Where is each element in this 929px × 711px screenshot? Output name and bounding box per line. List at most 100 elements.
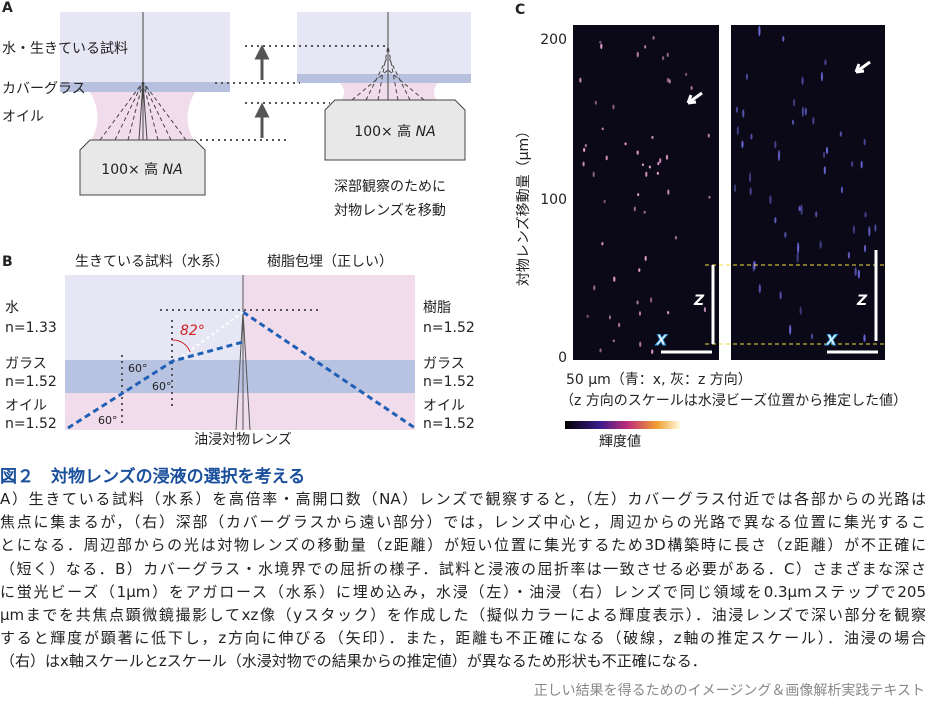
bead (820, 71, 824, 82)
medium-label: オイル (423, 398, 465, 414)
panel-a: A 100× 高 NA 水・生きている試料 カバーグラス オイル 100× 高 … (2, 0, 471, 219)
bead (601, 242, 604, 246)
y-axis-label: 対物レンズ移動量（μm） (516, 124, 532, 286)
medium-label: ガラス (423, 356, 465, 372)
bead (854, 267, 857, 276)
medium-label: n=1.52 (423, 320, 475, 336)
medium-label: n=1.33 (5, 320, 57, 336)
bead (796, 252, 799, 263)
panel-label: B (2, 254, 13, 270)
bead (638, 311, 642, 316)
bead (599, 348, 602, 353)
medium-label: n=1.52 (5, 416, 57, 432)
lens-label: 油浸対物レンズ (194, 432, 292, 448)
bead (703, 307, 707, 313)
bead (674, 236, 678, 240)
bead (811, 333, 814, 340)
bead (583, 147, 586, 152)
bead (793, 98, 796, 107)
bead (636, 51, 639, 58)
header: 生きている試料（水系） (75, 254, 229, 270)
axis-mark: Z (856, 293, 868, 309)
bead (613, 276, 616, 282)
bead (618, 322, 621, 328)
bead (644, 255, 647, 261)
angle-label: 82° (180, 323, 205, 339)
caption-title: 図２ 対物レンズの浸液の選択を考える (0, 467, 306, 487)
bead (668, 79, 671, 84)
bead (863, 244, 867, 253)
bead (798, 205, 801, 212)
colorbar (565, 421, 680, 429)
bead (863, 138, 866, 146)
panel-c: C 200 100 0 対物レンズ移動量（μm） Z X Z X 50 μm（青… (515, 2, 907, 450)
bead (742, 109, 745, 118)
medium-label: 水 (5, 300, 19, 316)
bead (651, 135, 654, 139)
caption-line: 焦点に集まるが，（右）深部（カバーグラスから遠い部分）では，レンズ中心と，周辺か… (0, 513, 926, 532)
bead (791, 119, 795, 125)
lens-label: 100× 高 NA (101, 161, 182, 178)
y-tick-label: 100 (540, 192, 567, 208)
angle-label: 60° (128, 362, 148, 375)
bead (864, 211, 867, 218)
water (60, 12, 230, 82)
bead (745, 73, 749, 80)
lens (79, 139, 206, 196)
panel-b: B 生きている試料（水系） 樹脂包埋（正しい） 82° 60° 60° 60° … (2, 254, 475, 448)
scale-text: 50 μm（青：x, 灰：z 方向） (566, 372, 752, 388)
bead (652, 36, 655, 40)
figure: A 100× 高 NA 水・生きている試料 カバーグラス オイル 100× 高 … (2, 0, 907, 450)
bead (779, 291, 782, 300)
note: 対物レンズを移動 (334, 203, 446, 219)
caption-line: （短く）なる．B）カバーグラス・水境界での屈折の様子．試料と浸液の屈折率は一致さ… (0, 559, 926, 578)
y-tick-label: 0 (558, 350, 567, 366)
bead (593, 285, 596, 291)
y-tick-label: 200 (540, 32, 567, 48)
caption-line: すると輝度が顕著に低下し，z方向に伸びる（矢印）．また，距離も不正確になる（破線… (0, 629, 926, 648)
bead (659, 158, 662, 164)
bead (603, 199, 606, 204)
angle-label: 60° (98, 414, 118, 427)
bead (801, 76, 804, 86)
bead (799, 306, 802, 315)
bead (822, 151, 826, 158)
image-oil (731, 25, 885, 360)
bead (777, 149, 781, 162)
bead (666, 52, 669, 57)
bead (599, 40, 602, 44)
bead (874, 224, 877, 232)
medium-label: ガラス (5, 356, 47, 372)
bead (624, 142, 627, 146)
caption-line: μmまでを共焦点顕微鏡撮影してxz像（yスタック）を作成した（擬似カラーによる輝… (0, 606, 926, 625)
layer-label: カバーグラス (2, 81, 86, 97)
bead (863, 334, 866, 342)
caption-line: （右）はx軸スケールとzスケール（水浸対物での結果からの推定値）が異なるため形状… (0, 652, 707, 671)
bead (852, 225, 856, 235)
bead (749, 187, 752, 196)
bead (868, 226, 871, 237)
bead (584, 143, 587, 148)
bead (748, 172, 752, 183)
bead (812, 116, 815, 125)
bead (860, 160, 863, 169)
header: 樹脂包埋（正しい） (267, 254, 393, 270)
bead (840, 186, 844, 194)
bead (600, 43, 603, 50)
bead (801, 106, 804, 117)
bead (774, 217, 777, 224)
caption-line: に蛍光ビーズ（1μm）をアガロース（水系）に埋め込み，水浸（左）・油浸（右）レン… (0, 582, 926, 601)
bead (667, 310, 670, 315)
bead (824, 59, 827, 66)
bead (641, 163, 645, 167)
medium-label: n=1.52 (423, 374, 475, 390)
bead (639, 341, 642, 347)
bead (735, 106, 739, 113)
bead (769, 195, 772, 205)
bead (650, 297, 653, 303)
bead (797, 242, 800, 254)
panel-label: A (2, 0, 13, 16)
bead (857, 269, 860, 279)
bead (782, 36, 785, 42)
bead (636, 300, 639, 305)
